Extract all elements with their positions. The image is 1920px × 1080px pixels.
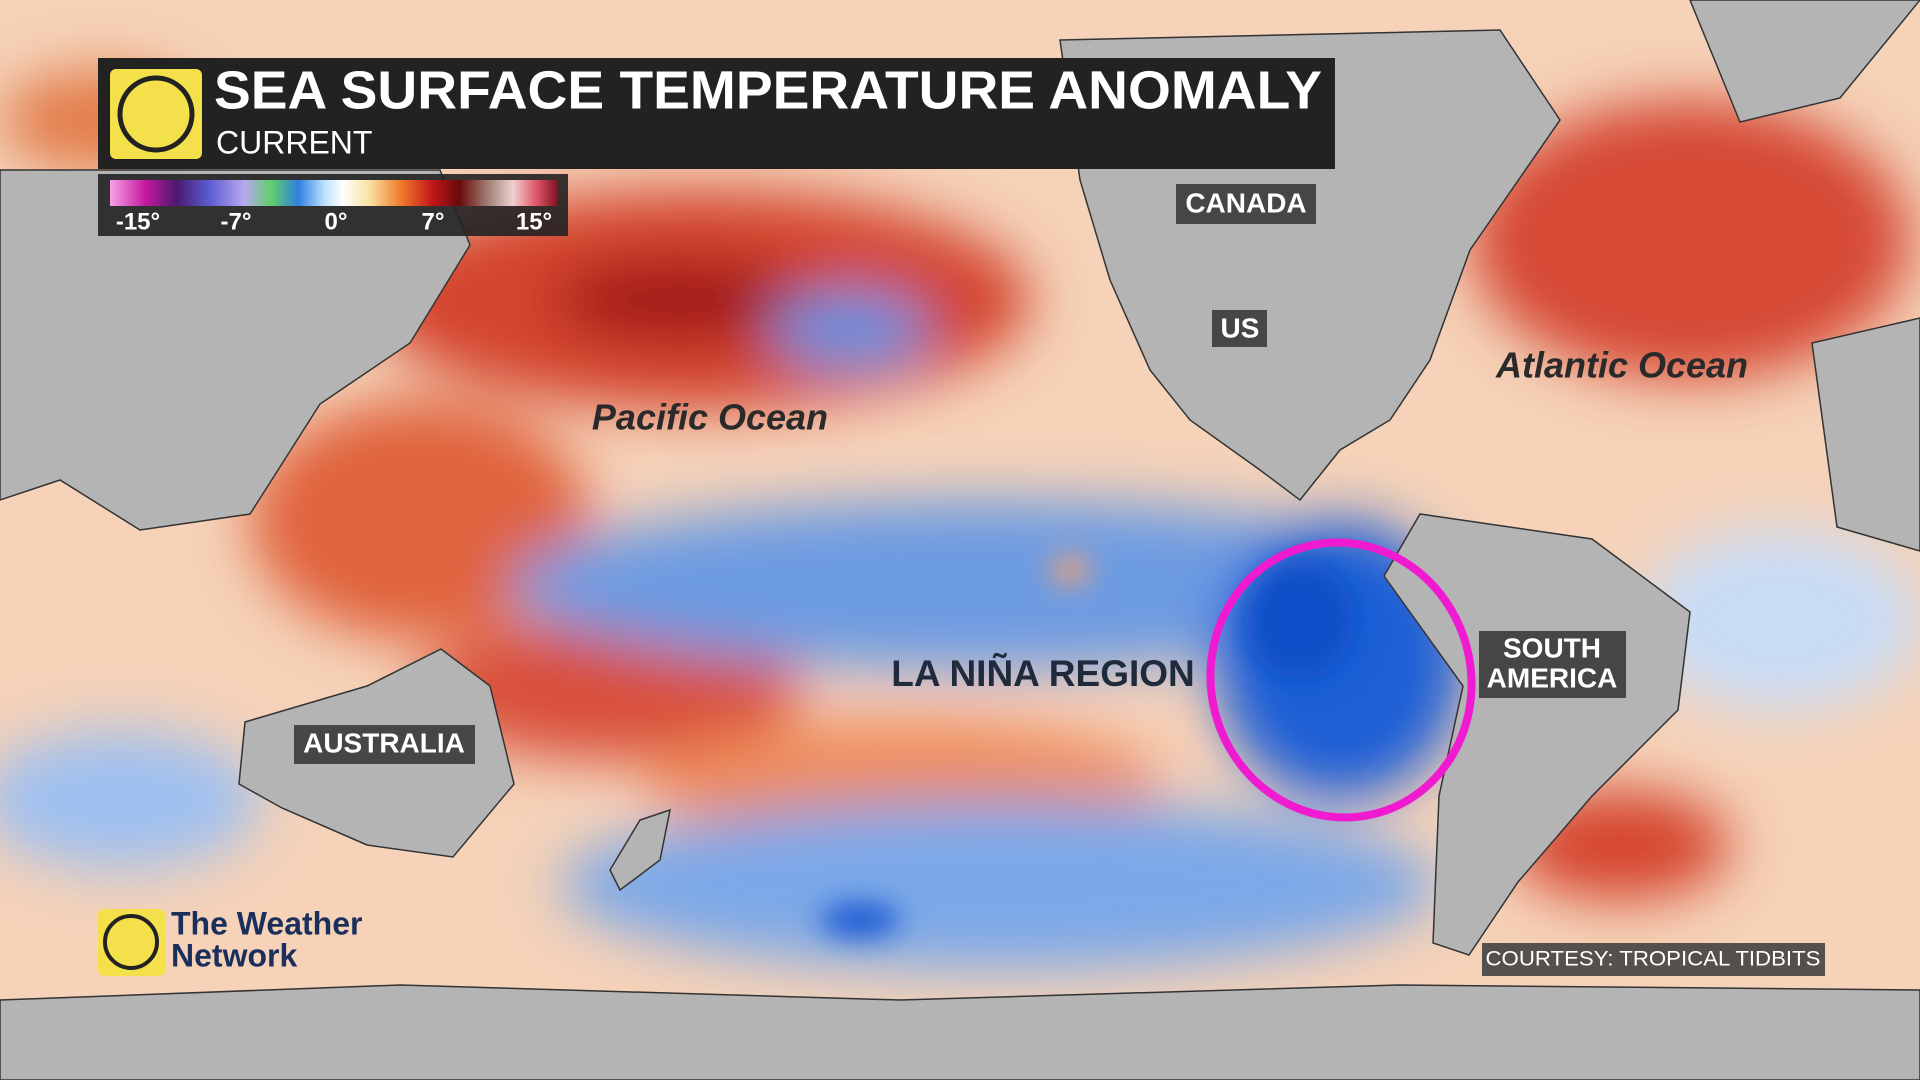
anomaly-blob <box>250 400 590 640</box>
subtitle: CURRENT <box>216 124 372 160</box>
anomaly-blob <box>0 730 260 870</box>
pacific-label: Pacific Ocean <box>592 397 828 438</box>
label-box <box>1176 184 1316 224</box>
anomaly-blobs <box>0 70 1920 970</box>
la-nina-circle <box>1206 538 1476 822</box>
south-america-label: AMERICA <box>1487 662 1618 693</box>
anomaly-blob <box>420 620 800 760</box>
credit-text: COURTESY: TROPICAL TIDBITS <box>1486 948 1821 971</box>
logo-square <box>98 909 165 976</box>
logo-square <box>110 69 202 159</box>
greenland <box>1689 0 1920 123</box>
legend-label: 0° <box>325 208 348 235</box>
credit: COURTESY: TROPICAL TIDBITS <box>1482 943 1825 976</box>
us-label: US <box>1221 312 1260 343</box>
logo-text: The Weather <box>171 905 362 941</box>
legend-label: 15° <box>516 208 552 235</box>
credit-box <box>1482 943 1825 976</box>
south-america-label: SOUTH <box>1503 632 1601 663</box>
canada-label: CANADA <box>1185 187 1306 218</box>
anomaly-blob <box>1470 100 1910 380</box>
anomaly-blob <box>820 902 900 938</box>
legend-label: -15° <box>116 208 160 235</box>
anomaly-blob <box>1245 560 1355 680</box>
label-box <box>294 725 475 764</box>
logo-globe <box>103 914 159 970</box>
anomaly-blob <box>560 800 1440 970</box>
legend: -15° -7° 0° 7° 15° <box>98 174 568 236</box>
header-box <box>98 58 1335 169</box>
anomaly-blob <box>550 260 810 340</box>
brand-logo: The Weather Network <box>98 905 362 976</box>
logo-globe <box>117 75 195 153</box>
la-nina-label: LA NIÑA REGION <box>891 652 1195 694</box>
label-box <box>1479 631 1626 698</box>
australia-label: AUSTRALIA <box>303 727 465 758</box>
antarctic-ice <box>0 984 1920 1080</box>
anomaly-blob <box>1050 556 1090 584</box>
anomaly-blob <box>770 292 930 368</box>
anomaly-blob <box>1640 530 1920 710</box>
title: SEA SURFACE TEMPERATURE ANOMALY <box>214 60 1322 120</box>
africa-europe <box>1811 317 1920 552</box>
legend-label: 7° <box>422 208 445 235</box>
new-zealand <box>609 808 671 892</box>
anomaly-detail <box>820 556 1355 938</box>
place-labels: CANADA US AUSTRALIA SOUTH AMERICA Pacifi… <box>294 184 1748 822</box>
logo-text: Network <box>171 937 297 973</box>
legend-scale <box>110 180 558 206</box>
legend-labels: -15° -7° 0° 7° 15° <box>116 208 552 235</box>
atlantic-label: Atlantic Ocean <box>1495 345 1748 386</box>
label-box <box>1212 310 1267 347</box>
header: SEA SURFACE TEMPERATURE ANOMALY CURRENT <box>98 58 1335 169</box>
legend-label: -7° <box>221 208 252 235</box>
